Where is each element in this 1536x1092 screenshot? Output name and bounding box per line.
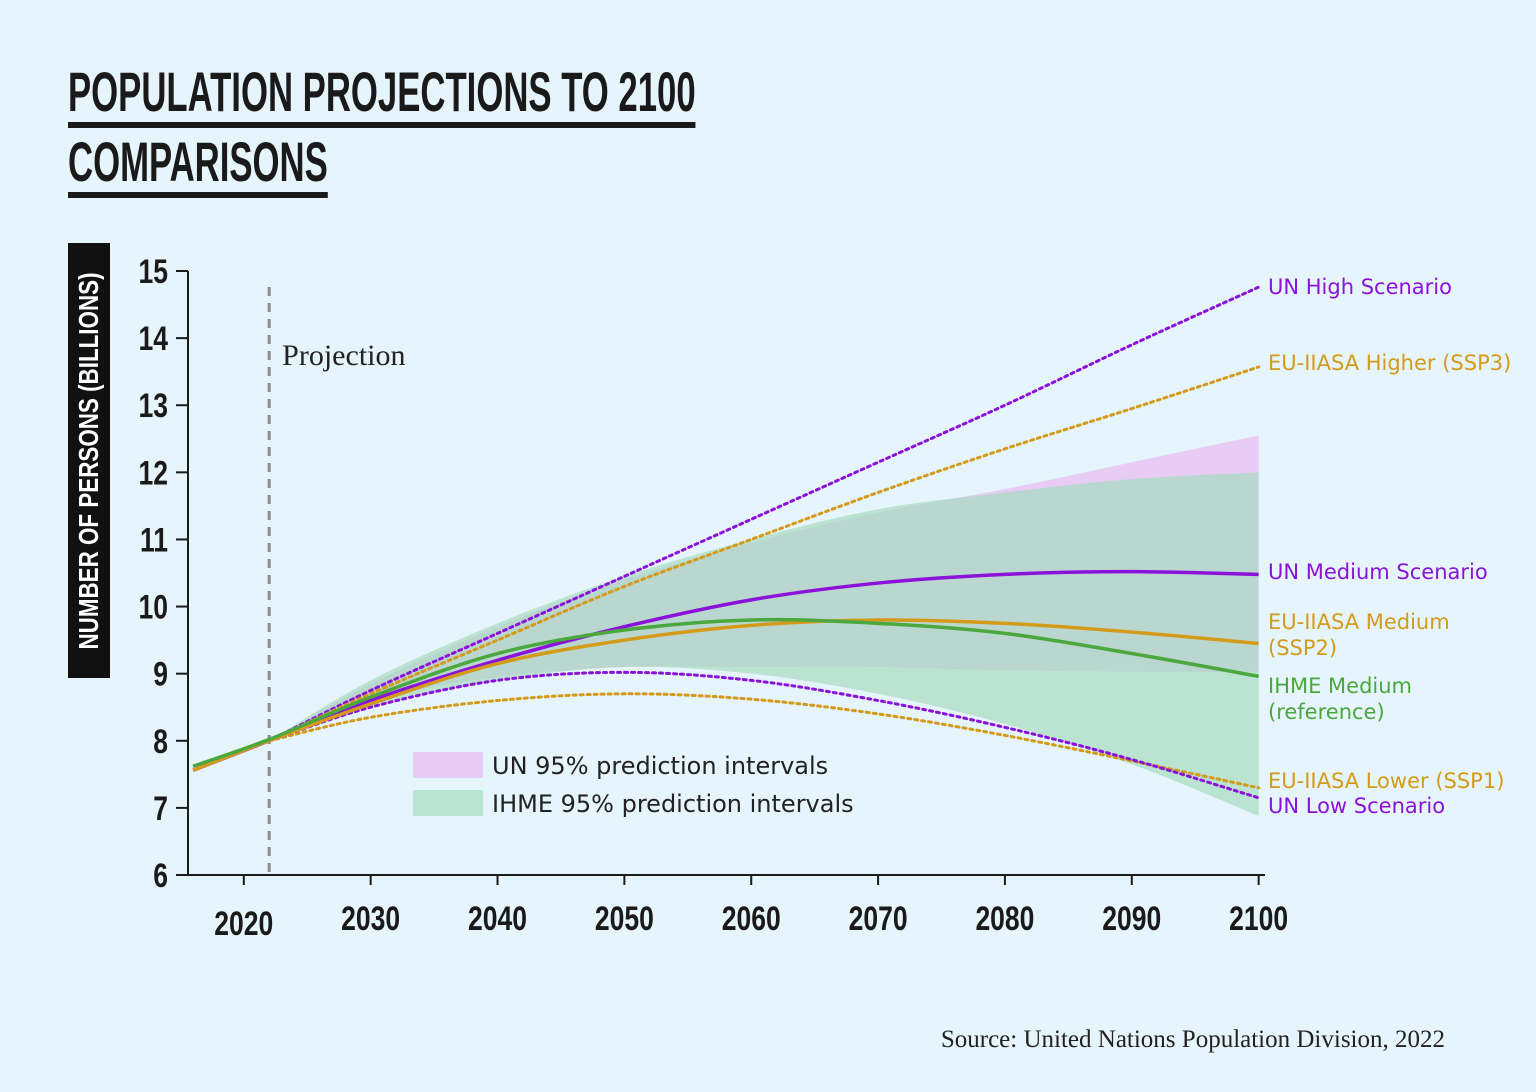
series-label: EU-IIASA Higher (SSP3) (1268, 351, 1512, 375)
y-tick-label: 10 (138, 588, 168, 626)
x-tick-label: 2080 (975, 900, 1034, 938)
legend-swatch (413, 752, 483, 778)
prediction-band (269, 472, 1259, 816)
y-tick-label: 7 (153, 790, 168, 828)
legend-swatch (413, 790, 483, 816)
x-tick-label: 2100 (1229, 900, 1288, 938)
y-tick-label: 14 (138, 320, 168, 358)
series-label: UN Low Scenario (1268, 794, 1446, 818)
y-tick-label: 6 (153, 857, 168, 895)
series-label: EU-IIASA Medium (SSP2) (1268, 610, 1450, 660)
chart-title: POPULATION PROJECTIONS TO 2100 (68, 62, 696, 128)
series-label: EU-IIASA Lower (SSP1) (1268, 769, 1505, 793)
series-label: UN High Scenario (1268, 275, 1452, 299)
series-line (267, 670, 1261, 800)
x-tick-label: 2040 (468, 900, 527, 938)
series-line (267, 365, 1261, 743)
chart-title: COMPARISONS (68, 132, 328, 198)
series-line (192, 617, 1259, 768)
y-tick-label: 11 (140, 521, 168, 559)
x-tick-label: 2090 (1102, 900, 1161, 938)
y-tick-label: 9 (153, 656, 168, 694)
y-tick-label: 8 (153, 723, 168, 761)
legend-label: IHME 95% prediction intervals (492, 790, 854, 818)
y-axis-title: NUMBER OF PERSONS (BILLIONS) (73, 271, 104, 650)
annotation: Projection (282, 339, 405, 372)
y-axis-title-box: NUMBER OF PERSONS (BILLIONS) (68, 243, 110, 678)
legend-label: UN 95% prediction intervals (492, 752, 828, 780)
source-note: Source: United Nations Population Divisi… (940, 1026, 1445, 1053)
series-line (192, 569, 1259, 772)
series-line (267, 285, 1261, 743)
x-tick-label: 2070 (849, 900, 908, 938)
y-tick-label: 15 (138, 253, 168, 291)
x-tick-label: 2020 (214, 905, 273, 943)
series-label: UN Medium Scenario (1268, 560, 1488, 584)
x-tick-label: 2050 (595, 900, 654, 938)
series-line (267, 692, 1261, 790)
y-tick-label: 13 (138, 387, 168, 425)
x-tick-label: 2030 (341, 900, 400, 938)
series-line (192, 618, 1259, 772)
y-tick-label: 12 (138, 454, 168, 492)
x-tick-label: 2060 (722, 900, 781, 938)
series-label: IHME Medium (reference) (1268, 674, 1413, 724)
